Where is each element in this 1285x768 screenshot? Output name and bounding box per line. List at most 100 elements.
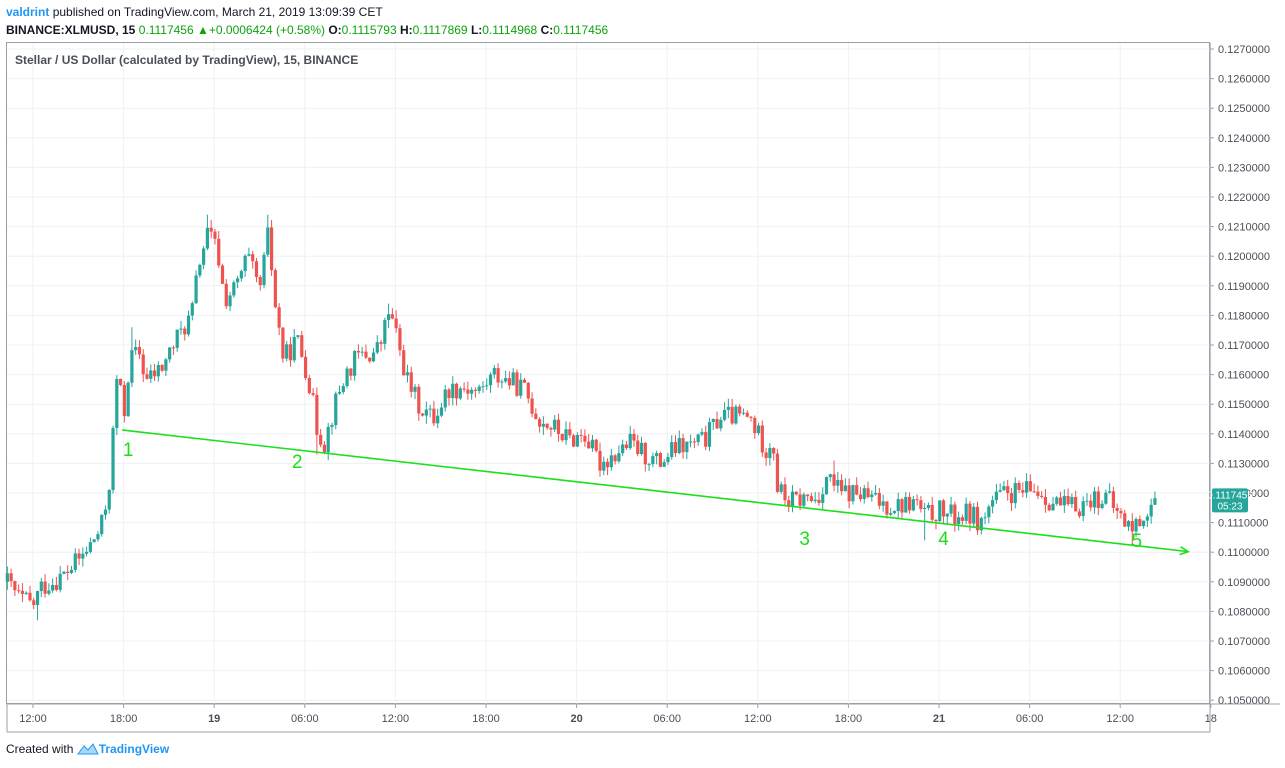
candle-body: [319, 434, 323, 445]
candle-body: [802, 494, 806, 506]
candle-body: [738, 406, 742, 414]
candle-body: [1081, 501, 1085, 517]
y-tick-label: 0.1210000: [1218, 222, 1270, 234]
candle-body: [628, 433, 632, 449]
candle-body: [269, 227, 274, 271]
candle-body: [919, 500, 923, 509]
candle-body: [477, 386, 481, 391]
candle-body: [560, 433, 564, 441]
candle-body: [420, 413, 425, 416]
candle-body: [794, 491, 798, 495]
publisher-username[interactable]: valdrint: [6, 5, 50, 19]
candle-body: [254, 261, 259, 278]
x-tick-label: 20: [570, 713, 582, 725]
candle-body: [39, 581, 43, 592]
x-tick-label: 06:00: [1016, 713, 1044, 725]
y-tick-label: 0.1130000: [1218, 458, 1269, 470]
candle-body: [1077, 511, 1082, 517]
y-tick-label: 0.1230000: [1218, 162, 1270, 174]
close-label: C:: [540, 23, 554, 37]
candle-body: [866, 488, 870, 498]
candle-body: [149, 370, 153, 379]
candle-body: [575, 435, 579, 447]
candle-body: [722, 409, 727, 420]
candle-body: [711, 418, 715, 423]
high-label: H:: [399, 23, 413, 37]
candle-body: [522, 379, 527, 383]
candle-body: [1089, 500, 1093, 508]
candle-body: [186, 315, 191, 335]
candle-body: [375, 342, 379, 353]
candle-body: [303, 356, 308, 379]
candle-body: [613, 455, 617, 462]
candle-body: [836, 479, 840, 486]
candle-body: [609, 455, 613, 468]
candle-body: [277, 307, 281, 328]
candle-body: [62, 571, 66, 574]
candle-body: [719, 419, 723, 429]
candle-body: [519, 379, 523, 396]
candle-body: [915, 499, 919, 501]
candle-body: [66, 571, 70, 573]
candle-body: [168, 347, 172, 360]
candle-body: [126, 382, 130, 417]
candle-body: [511, 372, 515, 386]
created-with-label: Created with: [6, 742, 74, 756]
candle-body: [1111, 491, 1116, 508]
y-tick-label: 0.1090000: [1218, 577, 1270, 589]
candle-body: [526, 382, 530, 399]
candle-body: [1070, 496, 1074, 505]
candle-body: [673, 442, 678, 454]
candle-body: [454, 383, 459, 399]
candle-body: [337, 391, 342, 394]
candle-body: [847, 485, 851, 502]
y-tick-label: 0.1160000: [1218, 370, 1269, 382]
candle-body: [24, 592, 28, 594]
support-trendline: [121, 429, 1189, 553]
candle-body: [130, 350, 134, 383]
y-tick-label: 0.1220000: [1218, 192, 1270, 204]
candle-body: [960, 517, 965, 521]
candle-body: [228, 295, 232, 307]
candle-body: [870, 494, 874, 498]
candle-body: [405, 372, 410, 376]
candle-body: [428, 408, 432, 410]
candle-body: [1153, 498, 1157, 505]
y-tick-label: 0.1270000: [1218, 44, 1270, 56]
candle-body: [432, 408, 436, 424]
candle-body: [334, 393, 338, 426]
candle-body: [979, 518, 983, 531]
candle-body: [1115, 507, 1119, 511]
footer: Created with TradingView: [6, 742, 169, 756]
y-tick-label: 0.1070000: [1218, 636, 1270, 648]
candle-body: [28, 592, 32, 601]
tradingview-brand[interactable]: TradingView: [98, 742, 170, 756]
candle-body: [1126, 520, 1131, 527]
candle-body: [115, 378, 119, 428]
candle-body: [443, 389, 447, 408]
candle-body: [213, 231, 217, 239]
touch-point-label: 5: [1132, 531, 1143, 552]
candle-body: [806, 494, 810, 497]
candle-body: [779, 484, 783, 492]
candle-body: [602, 461, 606, 471]
candle-body: [534, 413, 538, 420]
candle-body: [262, 254, 266, 286]
publish-line: valdrint published on TradingView.com, M…: [6, 5, 383, 19]
candle-body: [670, 442, 674, 458]
candle-body: [824, 477, 829, 495]
candle-body: [251, 254, 255, 262]
candle-body: [236, 278, 240, 283]
candle-body: [1108, 491, 1112, 493]
change-up-icon: ▲: [197, 23, 209, 37]
candle-body: [424, 409, 428, 416]
candle-body: [1055, 497, 1059, 504]
candle-body: [1149, 504, 1153, 517]
candle-body: [889, 513, 893, 515]
candle-body: [658, 453, 663, 467]
x-tick-label: 12:00: [744, 713, 772, 725]
x-tick-label: 12:00: [1106, 713, 1134, 725]
y-tick-label: 0.1110000: [1218, 518, 1268, 530]
candle-body: [707, 422, 712, 447]
